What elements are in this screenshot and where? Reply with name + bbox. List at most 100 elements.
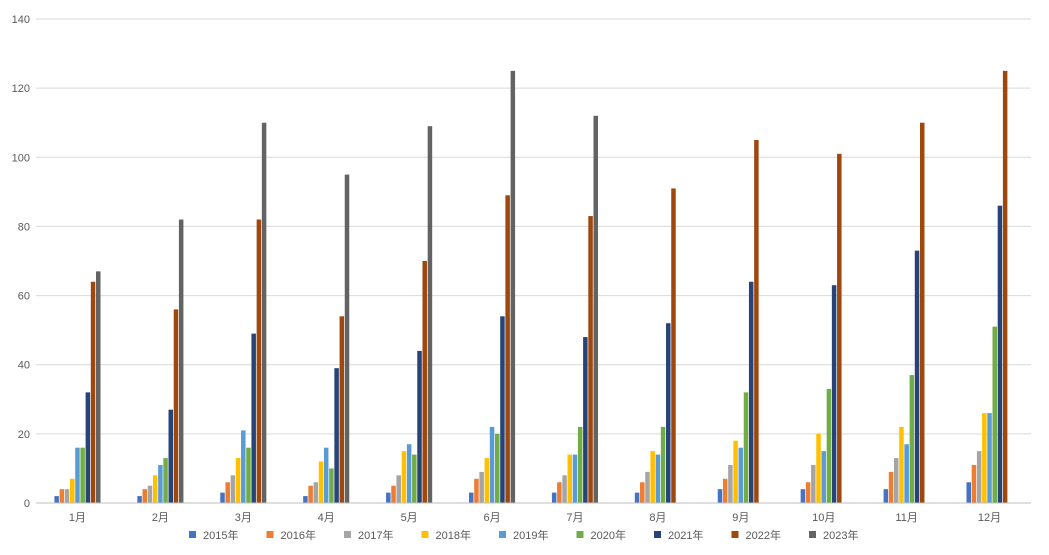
bar-2021年-3月 bbox=[251, 333, 256, 503]
bar-2018年-11月 bbox=[899, 426, 904, 503]
legend-label: 2019年 bbox=[513, 528, 548, 542]
bar-2020年-8月 bbox=[660, 426, 666, 503]
bar-2021年-4月 bbox=[334, 368, 339, 503]
bar-2020年-7月 bbox=[577, 426, 583, 503]
y-tick-label: 40 bbox=[18, 360, 30, 372]
bar-2018年-7月 bbox=[567, 454, 573, 503]
x-tick-label: 11月 bbox=[895, 512, 917, 524]
x-tick-label: 4月 bbox=[318, 512, 335, 524]
bar-2021年-2月 bbox=[168, 409, 174, 503]
bar-2017年-10月 bbox=[811, 464, 816, 503]
bar-2019年-12月 bbox=[987, 413, 992, 503]
bar-2016年-2月 bbox=[142, 489, 148, 503]
y-tick-label: 60 bbox=[18, 291, 30, 303]
bar-2016年-1月 bbox=[59, 489, 65, 503]
bar-2019年-5月 bbox=[406, 444, 412, 503]
bar-2015年-2月 bbox=[137, 496, 142, 503]
bar-2019年-9月 bbox=[738, 447, 744, 503]
bar-2022年-9月 bbox=[754, 140, 759, 503]
bar-2022年-11月 bbox=[919, 122, 925, 504]
legend-item-2019年: 2019年 bbox=[499, 528, 548, 542]
bar-2022年-4月 bbox=[339, 316, 345, 503]
x-tick-label: 6月 bbox=[483, 512, 500, 524]
bar-2018年-5月 bbox=[401, 451, 407, 503]
legend-item-2020年: 2020年 bbox=[576, 528, 626, 542]
legend-swatch bbox=[266, 531, 274, 538]
bar-2022年-8月 bbox=[671, 188, 676, 503]
bar-2017年-4月 bbox=[313, 482, 319, 503]
legend-swatch bbox=[344, 531, 351, 538]
bar-2023年-1月 bbox=[96, 271, 101, 503]
y-axis-tick-labels: 0 20 40 60 80 100 120 140 bbox=[12, 14, 30, 510]
bar-2016年-12月 bbox=[971, 464, 977, 503]
bar-2022年-12月 bbox=[1002, 70, 1008, 504]
bar-2017年-9月 bbox=[728, 464, 733, 503]
bar-2018年-12月 bbox=[982, 413, 987, 503]
bar-2019年-4月 bbox=[323, 447, 329, 503]
bar-2021年-7月 bbox=[583, 337, 588, 503]
x-tick-label: 12月 bbox=[978, 512, 1001, 524]
bar-2022年-10月 bbox=[837, 153, 842, 503]
bar-2017年-12月 bbox=[976, 451, 982, 503]
bar-2021年-9月 bbox=[748, 281, 754, 503]
bar-2016年-6月 bbox=[474, 478, 479, 503]
bar-2021年-12月 bbox=[997, 205, 1003, 503]
bar-2018年-1月 bbox=[70, 478, 75, 503]
y-tick-label: 120 bbox=[12, 83, 30, 95]
y-tick-label: 140 bbox=[12, 14, 30, 26]
bar-2015年-7月 bbox=[551, 492, 557, 503]
bar-2021年-11月 bbox=[914, 250, 920, 503]
legend-item-2015年: 2015年 bbox=[189, 528, 238, 542]
bar-2022年-3月 bbox=[256, 219, 262, 503]
bar-2016年-7月 bbox=[557, 482, 562, 503]
bars bbox=[54, 70, 1008, 504]
bar-2015年-3月 bbox=[220, 492, 225, 503]
legend: 2015年 2016年 2017年 2018年 2019年 2020年 2021年 2022年… bbox=[189, 528, 858, 542]
bar-2018年-6月 bbox=[484, 458, 490, 503]
legend-swatch bbox=[421, 531, 429, 538]
bar-2022年-1月 bbox=[90, 281, 96, 503]
bar-2019年-11月 bbox=[904, 444, 909, 503]
gridlines bbox=[36, 18, 1031, 435]
bar-2017年-1月 bbox=[64, 489, 70, 503]
bar-2019年-6月 bbox=[489, 426, 495, 503]
bar-2021年-10月 bbox=[831, 285, 837, 503]
legend-item-2023年: 2023年 bbox=[809, 528, 858, 542]
bar-2017年-2月 bbox=[147, 485, 153, 503]
bar-2020年-9月 bbox=[743, 392, 749, 503]
bar-2019年-8月 bbox=[655, 454, 661, 503]
legend-item-2017年: 2017年 bbox=[344, 528, 393, 542]
bar-2020年-6月 bbox=[494, 433, 500, 503]
bar-2015年-9月 bbox=[717, 489, 723, 503]
bar-2015年-6月 bbox=[468, 492, 474, 503]
bar-2020年-2月 bbox=[163, 458, 168, 503]
bar-2020年-11月 bbox=[909, 375, 915, 503]
y-tick-label: 100 bbox=[12, 152, 30, 164]
bar-2018年-2月 bbox=[152, 475, 158, 503]
legend-label: 2021年 bbox=[668, 528, 703, 542]
bar-2015年-10月 bbox=[800, 489, 806, 503]
x-tick-label: 10月 bbox=[812, 512, 835, 524]
legend-item-2021年: 2021年 bbox=[654, 528, 703, 542]
bar-2015年-1月 bbox=[54, 496, 59, 503]
bar-2017年-3月 bbox=[230, 475, 236, 503]
bar-2019年-3月 bbox=[241, 430, 246, 503]
bar-2020年-3月 bbox=[246, 447, 251, 503]
legend-swatch bbox=[189, 531, 196, 538]
bar-2020年-4月 bbox=[329, 468, 334, 503]
x-tick-label: 7月 bbox=[566, 512, 583, 524]
bar-2016年-3月 bbox=[225, 482, 230, 503]
bar-2016年-11月 bbox=[888, 471, 894, 503]
bar-2015年-11月 bbox=[883, 489, 889, 503]
bar-2015年-5月 bbox=[386, 492, 391, 503]
bar-2022年-5月 bbox=[422, 261, 427, 503]
y-tick-label: 0 bbox=[24, 498, 30, 510]
bar-2018年-4月 bbox=[318, 461, 324, 503]
bar-2017年-7月 bbox=[562, 475, 567, 503]
bar-2017年-5月 bbox=[396, 475, 401, 503]
bar-2016年-9月 bbox=[722, 478, 728, 503]
x-tick-label: 1月 bbox=[69, 512, 86, 524]
bar-2018年-3月 bbox=[235, 458, 241, 503]
legend-item-2022年: 2022年 bbox=[731, 528, 781, 542]
